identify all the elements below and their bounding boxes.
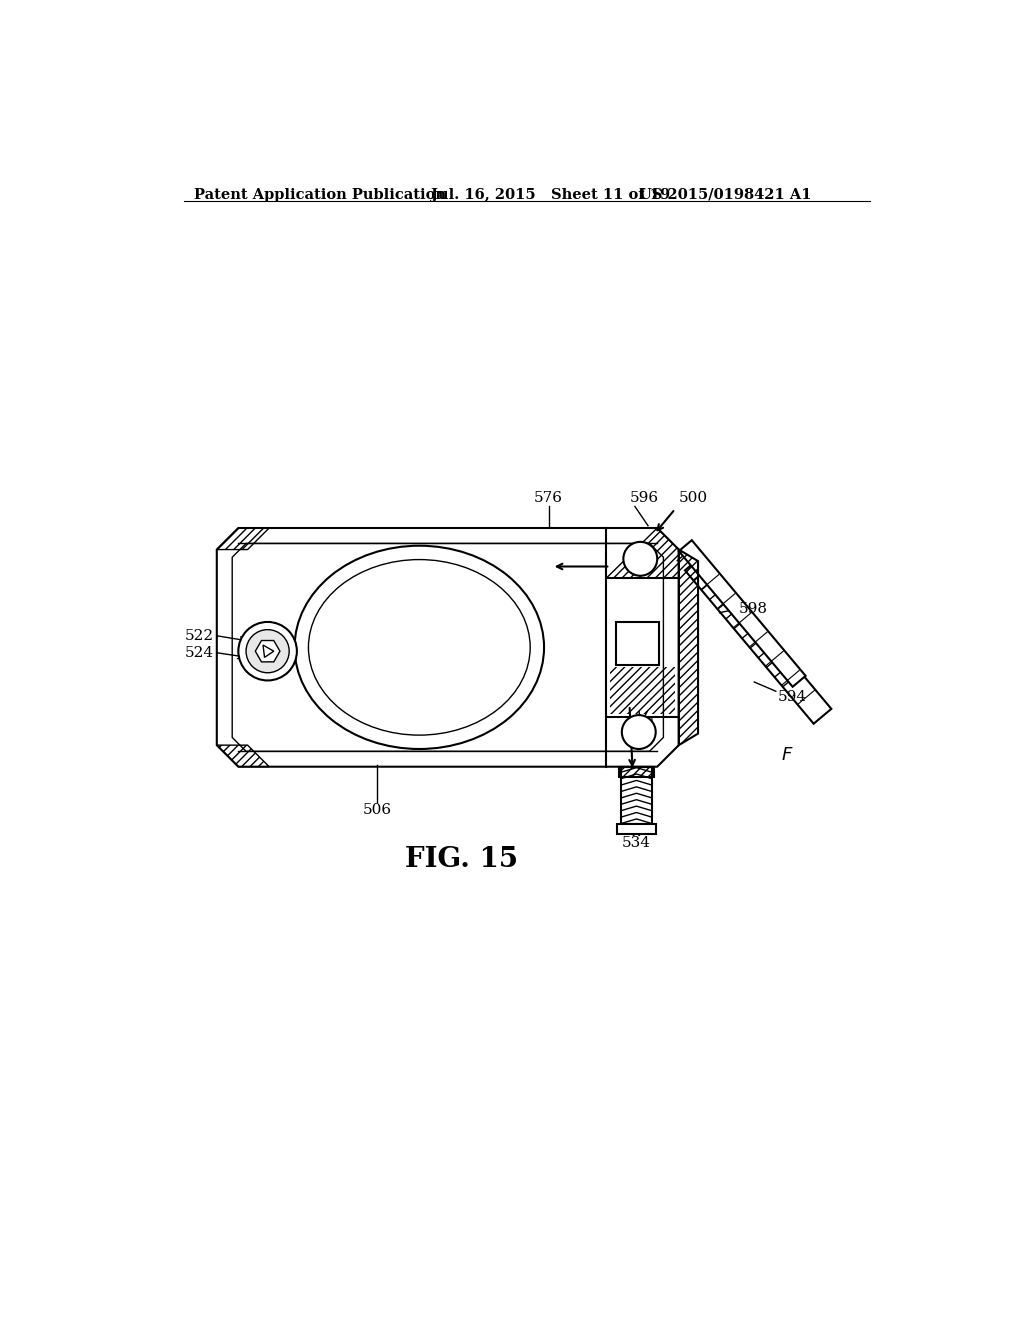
- Text: $F$: $F$: [781, 746, 794, 764]
- Text: FIG. 15: FIG. 15: [406, 846, 518, 873]
- Text: 500: 500: [679, 491, 708, 506]
- Ellipse shape: [295, 545, 544, 748]
- Polygon shape: [217, 528, 679, 767]
- Text: 524: 524: [184, 645, 214, 660]
- Text: 594: 594: [777, 690, 807, 705]
- Text: 522: 522: [184, 628, 214, 643]
- Circle shape: [246, 630, 289, 673]
- Text: $V_2$: $V_2$: [636, 709, 653, 727]
- Circle shape: [624, 543, 657, 576]
- Bar: [621, 767, 652, 825]
- Text: 596: 596: [630, 491, 658, 506]
- Text: 534: 534: [622, 836, 651, 850]
- Text: 506: 506: [362, 803, 391, 817]
- Polygon shape: [255, 640, 280, 661]
- Bar: [617, 825, 655, 834]
- Text: Patent Application Publication: Patent Application Publication: [194, 187, 445, 202]
- Polygon shape: [679, 540, 806, 686]
- Bar: [618, 767, 654, 777]
- Polygon shape: [685, 556, 831, 723]
- Text: 598: 598: [739, 602, 768, 616]
- Text: Jul. 16, 2015   Sheet 11 of 19: Jul. 16, 2015 Sheet 11 of 19: [431, 187, 670, 202]
- Text: 576: 576: [535, 491, 563, 506]
- Circle shape: [622, 715, 655, 748]
- Circle shape: [239, 622, 297, 681]
- Bar: [615, 622, 658, 665]
- Text: US 2015/0198421 A1: US 2015/0198421 A1: [639, 187, 811, 202]
- Ellipse shape: [308, 560, 530, 735]
